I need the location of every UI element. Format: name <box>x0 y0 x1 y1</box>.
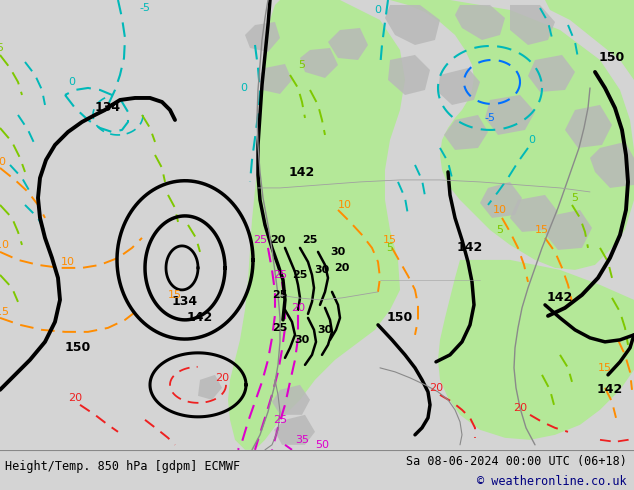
Polygon shape <box>480 182 522 218</box>
Polygon shape <box>444 115 488 150</box>
Text: 0: 0 <box>240 83 247 93</box>
Text: 10: 10 <box>338 200 352 210</box>
Text: 15: 15 <box>383 235 397 245</box>
Text: 25: 25 <box>253 235 267 245</box>
Polygon shape <box>485 95 535 135</box>
Text: 15: 15 <box>598 363 612 373</box>
Polygon shape <box>510 195 558 232</box>
Text: 30: 30 <box>314 265 330 275</box>
Text: 5: 5 <box>496 225 503 235</box>
Polygon shape <box>228 0 405 450</box>
Text: 25: 25 <box>302 235 318 245</box>
Polygon shape <box>385 5 440 45</box>
Text: 10: 10 <box>0 157 7 167</box>
Text: 5: 5 <box>0 43 4 53</box>
Polygon shape <box>258 64 292 94</box>
Text: 0: 0 <box>529 135 536 145</box>
Text: 142: 142 <box>547 292 573 304</box>
Polygon shape <box>274 415 315 445</box>
Polygon shape <box>565 105 612 148</box>
Text: 142: 142 <box>457 242 483 254</box>
Polygon shape <box>455 5 505 40</box>
Text: 30: 30 <box>330 247 346 257</box>
Text: 10: 10 <box>493 205 507 215</box>
Text: 150: 150 <box>599 51 625 65</box>
Text: 142: 142 <box>187 311 213 324</box>
Polygon shape <box>438 68 480 105</box>
Text: 20: 20 <box>291 303 305 313</box>
Polygon shape <box>545 0 634 80</box>
Text: 0: 0 <box>68 77 75 87</box>
Text: 25: 25 <box>273 270 287 280</box>
Text: Height/Temp. 850 hPa [gdpm] ECMWF: Height/Temp. 850 hPa [gdpm] ECMWF <box>5 460 240 473</box>
Text: 134: 134 <box>95 101 121 115</box>
Polygon shape <box>388 55 430 95</box>
Polygon shape <box>438 260 634 440</box>
Text: 20: 20 <box>215 373 229 383</box>
Polygon shape <box>328 28 368 60</box>
Text: -15: -15 <box>0 307 9 317</box>
Polygon shape <box>545 210 592 250</box>
Text: 15: 15 <box>535 225 549 235</box>
Polygon shape <box>198 375 222 400</box>
Text: 20: 20 <box>68 393 82 403</box>
Text: 25: 25 <box>273 323 288 333</box>
Text: 5: 5 <box>387 243 394 253</box>
Polygon shape <box>245 22 280 52</box>
Text: 20: 20 <box>270 235 286 245</box>
Text: 25: 25 <box>273 290 288 300</box>
Text: 134: 134 <box>172 295 198 308</box>
Text: 142: 142 <box>289 167 315 179</box>
Polygon shape <box>300 48 338 78</box>
Text: -5: -5 <box>139 3 150 13</box>
Text: 25: 25 <box>273 415 287 425</box>
Text: -5: -5 <box>484 113 496 123</box>
Text: 30: 30 <box>294 335 309 345</box>
Polygon shape <box>510 5 555 45</box>
Text: 5: 5 <box>299 60 306 70</box>
Text: 10: 10 <box>61 257 75 267</box>
Text: 150: 150 <box>65 342 91 354</box>
Text: 35: 35 <box>295 435 309 445</box>
Text: 0: 0 <box>375 5 382 15</box>
Text: 20: 20 <box>429 383 443 393</box>
Text: 150: 150 <box>387 311 413 324</box>
Text: 25: 25 <box>292 270 307 280</box>
Text: 5: 5 <box>571 193 578 203</box>
Text: 15: 15 <box>168 290 182 300</box>
Text: Sa 08-06-2024 00:00 UTC (06+18): Sa 08-06-2024 00:00 UTC (06+18) <box>406 455 626 467</box>
Text: 20: 20 <box>334 263 350 273</box>
Polygon shape <box>590 142 634 188</box>
Text: 30: 30 <box>318 325 333 335</box>
Polygon shape <box>390 0 634 270</box>
Text: 142: 142 <box>597 383 623 396</box>
Text: © weatheronline.co.uk: © weatheronline.co.uk <box>477 475 626 488</box>
Text: 20: 20 <box>513 403 527 413</box>
Polygon shape <box>272 385 310 415</box>
Text: 50: 50 <box>315 440 329 450</box>
Polygon shape <box>528 55 575 92</box>
Text: -10: -10 <box>0 240 9 250</box>
